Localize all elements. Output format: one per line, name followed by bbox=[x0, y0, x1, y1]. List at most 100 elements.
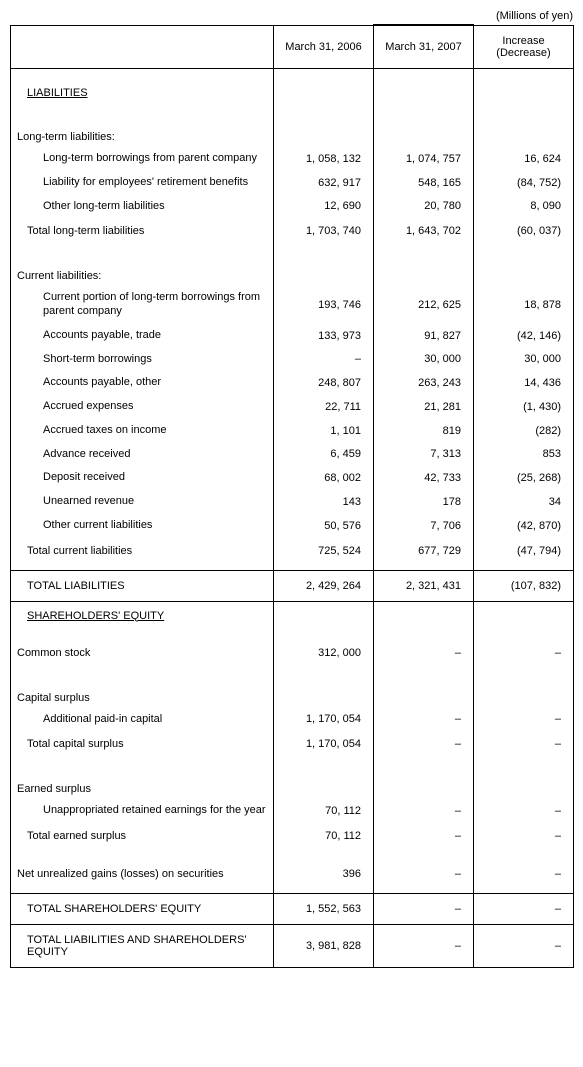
cell-value: 18, 878 bbox=[474, 286, 574, 324]
total-equity-label: TOTAL SHAREHOLDERS' EQUITY bbox=[11, 894, 274, 925]
liabilities-header: LIABILITIES bbox=[11, 69, 274, 106]
cell-value: 312, 000 bbox=[274, 640, 374, 666]
cell-value: 133, 973 bbox=[274, 324, 374, 348]
total-capital-surplus-label: Total capital surplus bbox=[11, 731, 274, 757]
unit-label: (Millions of yen) bbox=[10, 10, 573, 22]
cell-value: 725, 524 bbox=[274, 538, 374, 564]
line-label: Accounts payable, trade bbox=[11, 324, 274, 348]
cell-value: 12, 690 bbox=[274, 195, 374, 219]
cell-value: – bbox=[474, 823, 574, 849]
cell-value: – bbox=[374, 799, 474, 823]
cell-value: 14, 436 bbox=[474, 371, 574, 395]
table-row: TOTAL LIABILITIES 2, 429, 264 2, 321, 43… bbox=[11, 570, 574, 601]
unrealized-label: Net unrealized gains (losses) on securit… bbox=[11, 861, 274, 887]
cell-value: (282) bbox=[474, 419, 574, 443]
cell-value: (60, 037) bbox=[474, 218, 574, 244]
cell-value: 6, 459 bbox=[274, 443, 374, 467]
cell-value: 143 bbox=[274, 490, 374, 514]
cell-value: (42, 870) bbox=[474, 514, 574, 538]
table-row: Other current liabilities 50, 576 7, 706… bbox=[11, 514, 574, 538]
table-row: Net unrealized gains (losses) on securit… bbox=[11, 861, 574, 887]
line-label: Unappropriated retained earnings for the… bbox=[11, 799, 274, 823]
cell-value: 70, 112 bbox=[274, 799, 374, 823]
table-row: Advance received 6, 459 7, 313 853 bbox=[11, 443, 574, 467]
long-term-title: Long-term liabilities: bbox=[11, 117, 274, 147]
table-row: Unappropriated retained earnings for the… bbox=[11, 799, 574, 823]
table-row: Total long-term liabilities 1, 703, 740 … bbox=[11, 218, 574, 244]
cell-value: 30, 000 bbox=[374, 348, 474, 372]
common-stock-label: Common stock bbox=[11, 640, 274, 666]
cell-value: – bbox=[474, 861, 574, 887]
header-row: March 31, 2006 March 31, 2007 Increase (… bbox=[11, 25, 574, 69]
cell-value: 1, 643, 702 bbox=[374, 218, 474, 244]
cell-value: 178 bbox=[374, 490, 474, 514]
header-col3: Increase (Decrease) bbox=[474, 25, 574, 69]
earned-surplus-title: Earned surplus bbox=[11, 769, 274, 799]
cell-value: 1, 101 bbox=[274, 419, 374, 443]
cell-value: – bbox=[374, 823, 474, 849]
cell-value: (1, 430) bbox=[474, 395, 574, 419]
cell-value: (84, 752) bbox=[474, 171, 574, 195]
cell-value: 677, 729 bbox=[374, 538, 474, 564]
line-label: Short-term borrowings bbox=[11, 348, 274, 372]
line-label: Unearned revenue bbox=[11, 490, 274, 514]
cell-value: 548, 165 bbox=[374, 171, 474, 195]
cell-value: (107, 832) bbox=[474, 570, 574, 601]
cell-value: 853 bbox=[474, 443, 574, 467]
line-label: Other current liabilities bbox=[11, 514, 274, 538]
cell-value: – bbox=[474, 640, 574, 666]
line-label: Advance received bbox=[11, 443, 274, 467]
table-row: Short-term borrowings – 30, 000 30, 000 bbox=[11, 348, 574, 372]
cell-value: 50, 576 bbox=[274, 514, 374, 538]
table-row: Accounts payable, other 248, 807 263, 24… bbox=[11, 371, 574, 395]
cell-value: 91, 827 bbox=[374, 324, 474, 348]
table-row: Total current liabilities 725, 524 677, … bbox=[11, 538, 574, 564]
total-liabilities-label: TOTAL LIABILITIES bbox=[11, 570, 274, 601]
cell-value: (25, 268) bbox=[474, 466, 574, 490]
total-long-term-label: Total long-term liabilities bbox=[11, 218, 274, 244]
cell-value: 22, 711 bbox=[274, 395, 374, 419]
cell-value: – bbox=[374, 894, 474, 925]
cell-value: 7, 313 bbox=[374, 443, 474, 467]
table-row: Accrued expenses 22, 711 21, 281 (1, 430… bbox=[11, 395, 574, 419]
cell-value: – bbox=[374, 731, 474, 757]
cell-value: 21, 281 bbox=[374, 395, 474, 419]
cell-value: 70, 112 bbox=[274, 823, 374, 849]
cell-value: 30, 000 bbox=[474, 348, 574, 372]
cell-value: – bbox=[374, 640, 474, 666]
line-label: Liability for employees' retirement bene… bbox=[11, 171, 274, 195]
table-row: Unearned revenue 143 178 34 bbox=[11, 490, 574, 514]
table-row: Additional paid-in capital 1, 170, 054 –… bbox=[11, 708, 574, 732]
header-col1: March 31, 2006 bbox=[274, 25, 374, 69]
cell-value: 632, 917 bbox=[274, 171, 374, 195]
header-blank bbox=[11, 25, 274, 69]
cell-value: 263, 243 bbox=[374, 371, 474, 395]
cell-value: 1, 058, 132 bbox=[274, 147, 374, 171]
cell-value: 396 bbox=[274, 861, 374, 887]
current-title: Current liabilities: bbox=[11, 256, 274, 286]
table-row: Long-term borrowings from parent company… bbox=[11, 147, 574, 171]
table-row: Deposit received 68, 002 42, 733 (25, 26… bbox=[11, 466, 574, 490]
line-label: Long-term borrowings from parent company bbox=[11, 147, 274, 171]
cell-value: 20, 780 bbox=[374, 195, 474, 219]
cell-value: 68, 002 bbox=[274, 466, 374, 490]
cell-value: – bbox=[274, 348, 374, 372]
cell-value: 1, 703, 740 bbox=[274, 218, 374, 244]
cell-value: – bbox=[374, 708, 474, 732]
cell-value: – bbox=[474, 894, 574, 925]
cell-value: – bbox=[474, 708, 574, 732]
cell-value: 1, 552, 563 bbox=[274, 894, 374, 925]
cell-value: – bbox=[374, 925, 474, 968]
cell-value: – bbox=[474, 731, 574, 757]
table-row: Common stock 312, 000 – – bbox=[11, 640, 574, 666]
cell-value: 2, 429, 264 bbox=[274, 570, 374, 601]
table-row: TOTAL LIABILITIES AND SHAREHOLDERS' EQUI… bbox=[11, 925, 574, 968]
line-label: Accrued taxes on income bbox=[11, 419, 274, 443]
total-all-label: TOTAL LIABILITIES AND SHAREHOLDERS' EQUI… bbox=[11, 925, 274, 968]
balance-sheet-table: March 31, 2006 March 31, 2007 Increase (… bbox=[10, 24, 574, 968]
cell-value: 1, 074, 757 bbox=[374, 147, 474, 171]
total-earned-surplus-label: Total earned surplus bbox=[11, 823, 274, 849]
cell-value: 8, 090 bbox=[474, 195, 574, 219]
cell-value: 193, 746 bbox=[274, 286, 374, 324]
line-label: Accounts payable, other bbox=[11, 371, 274, 395]
